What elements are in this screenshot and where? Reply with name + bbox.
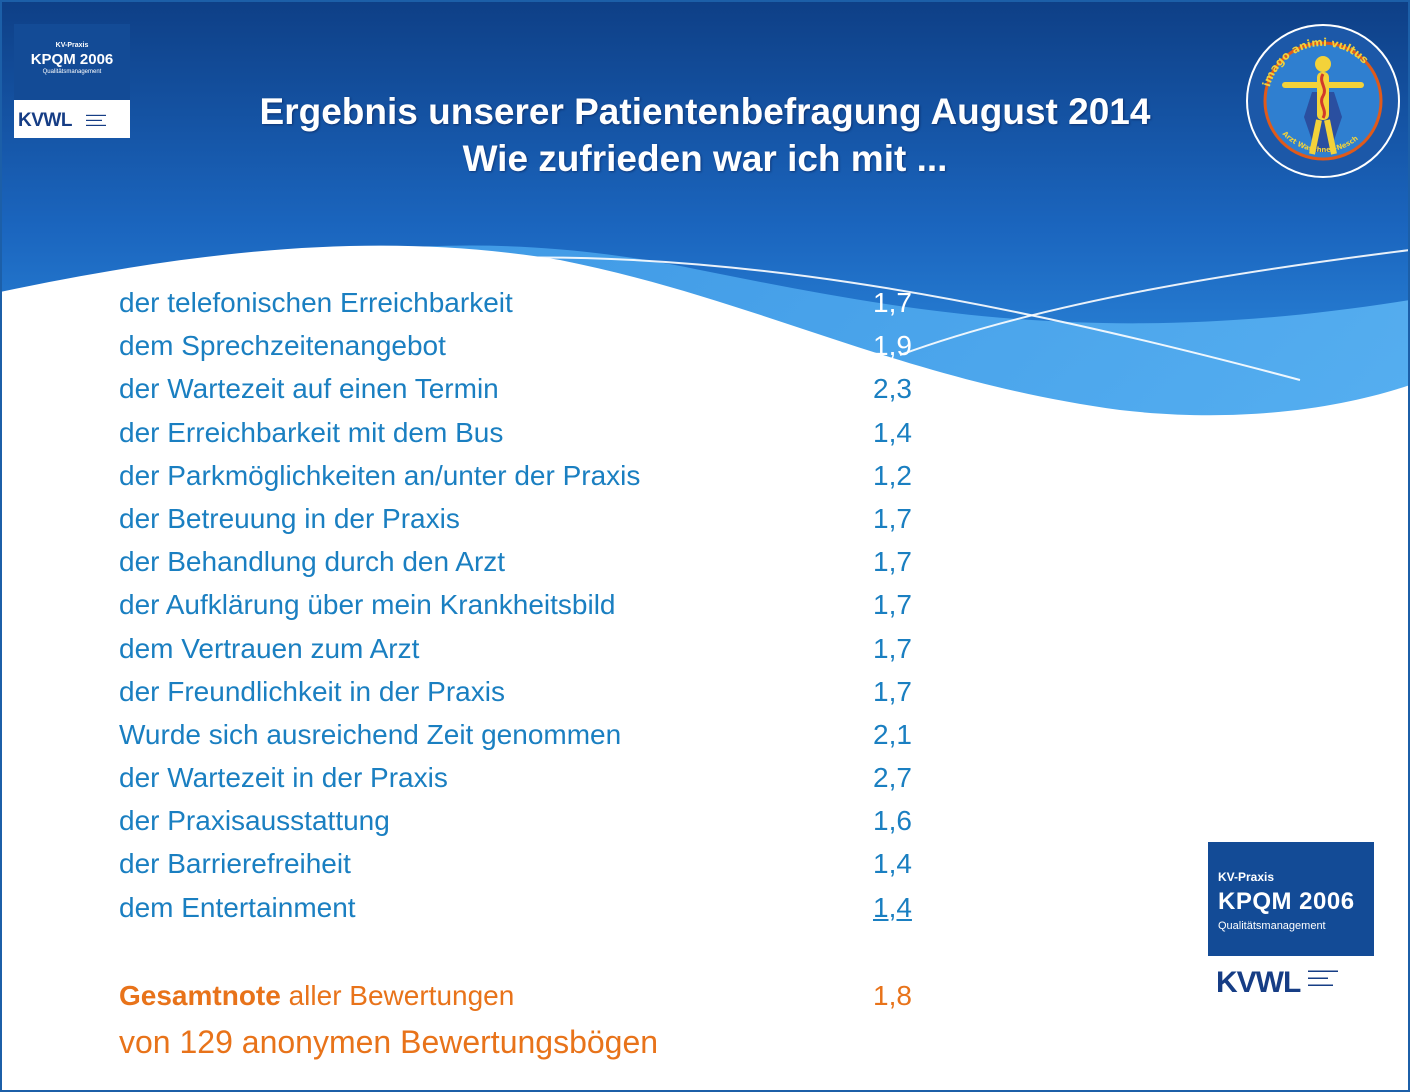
rating-value: 1,4	[873, 416, 912, 448]
rating-row: dem Vertrauen zum Arzt 1,7	[119, 629, 939, 672]
rating-label: der Barrierefreiheit	[119, 848, 351, 880]
total-label: Gesamtnote aller Bewertungen	[119, 980, 514, 1012]
kwvl-subtext: ▬▬▬▬▬ ▬▬▬▬ ▬▬▬▬▬	[86, 112, 106, 127]
rating-value: 1,7	[873, 589, 912, 621]
rating-row: der telefonischen Erreichbarkeit 1,7	[119, 283, 939, 326]
total-value: 1,8	[873, 980, 912, 1011]
kv-praxis-text: KV-Praxis	[1218, 870, 1275, 884]
rating-value: 1,7	[873, 546, 912, 578]
rating-label: der Behandlung durch den Arzt	[119, 546, 506, 578]
ratings-list: der telefonischen Erreichbarkeit 1,7 dem…	[119, 283, 939, 931]
kv-praxis-text: KV-Praxis	[55, 42, 89, 49]
rating-label: dem Sprechzeitenangebot	[119, 330, 446, 362]
rating-value: 2,7	[873, 762, 912, 794]
rating-label: der Parkmöglichkeiten an/unter der Praxi…	[119, 459, 641, 491]
kpqm-text: KPQM 2006	[30, 51, 114, 68]
page-title: Ergebnis unserer Patientenbefragung Augu…	[150, 88, 1260, 182]
total-label-rest: aller Bewertungen	[280, 980, 515, 1011]
rating-value: 1,7	[873, 675, 912, 707]
rating-row: der Aufklärung über mein Krankheitsbild …	[119, 585, 939, 628]
kpqm-logo-small: KV-Praxis KPQM 2006 Qualitätsmanagement …	[14, 24, 130, 138]
rating-row: dem Sprechzeitenangebot 1,9	[119, 326, 939, 369]
total-label-bold: Gesamtnote	[119, 980, 281, 1011]
rating-row: der Wartezeit auf einen Termin 2,3	[119, 369, 939, 412]
rating-label: der Freundlichkeit in der Praxis	[119, 675, 505, 707]
respondents-note: von 129 anonymen Bewertungsbögen	[119, 1024, 659, 1060]
rating-label: der Praxisausstattung	[119, 805, 390, 837]
rating-row: der Freundlichkeit in der Praxis 1,7	[119, 672, 939, 715]
kpqm-logo-large: KV-Praxis KPQM 2006 Qualitätsmanagement …	[1208, 842, 1374, 1006]
rating-value: 1,9	[873, 330, 912, 362]
rating-label: der Aufklärung über mein Krankheitsbild	[119, 589, 616, 621]
rating-value: 1,4	[873, 891, 912, 923]
rating-label: dem Entertainment	[119, 891, 356, 923]
rating-label: der telefonischen Erreichbarkeit	[119, 287, 513, 318]
rating-value: 2,1	[873, 718, 912, 750]
rating-value: 1,6	[873, 805, 912, 837]
rating-value: 1,7	[873, 632, 912, 664]
rating-label: Wurde sich ausreichend Zeit genommen	[119, 718, 622, 750]
rating-label: der Wartezeit auf einen Termin	[119, 373, 499, 405]
kpqm-badge-large: KV-Praxis KPQM 2006 Qualitätsmanagement	[1208, 842, 1374, 956]
rating-row: der Wartezeit in der Praxis 2,7	[119, 758, 939, 801]
rating-row: der Erreichbarkeit mit dem Bus 1,4	[119, 413, 939, 456]
kpqm-text: KPQM 2006	[1218, 888, 1355, 915]
rating-value: 1,7	[873, 502, 912, 534]
rating-row: Wurde sich ausreichend Zeit genommen 2,1	[119, 715, 939, 758]
title-line-2: Wie zufrieden war ich mit ...	[462, 138, 948, 179]
rating-row: der Betreuung in der Praxis 1,7	[119, 499, 939, 542]
kwvl-logo-text: KVWL	[1216, 966, 1301, 999]
kpqm-badge: KV-Praxis KPQM 2006 Qualitätsmanagement	[14, 24, 130, 100]
rating-label: der Erreichbarkeit mit dem Bus	[119, 416, 504, 448]
rating-value: 1,4	[873, 848, 912, 880]
total-row: Gesamtnote aller Bewertungen 1,8	[119, 980, 939, 1020]
practice-seal-logo: imago animi vultus Arzt Waschner-Nesch	[1246, 24, 1400, 178]
rating-row: der Barrierefreiheit 1,4	[119, 844, 939, 887]
title-line-1: Ergebnis unserer Patientenbefragung Augu…	[259, 91, 1151, 132]
rating-value: 1,7	[873, 287, 912, 318]
kwvl-subtext: ▬▬▬▬▬▬ ▬▬▬▬ ▬▬▬▬▬	[1308, 968, 1338, 988]
rating-label: der Betreuung in der Praxis	[119, 502, 460, 534]
rating-label: dem Vertrauen zum Arzt	[119, 632, 420, 664]
rating-value: 1,2	[873, 459, 912, 491]
rating-row: der Parkmöglichkeiten an/unter der Praxi…	[119, 456, 939, 499]
rating-row: dem Entertainment 1,4	[119, 888, 939, 931]
rating-row: der Praxisausstattung 1,6	[119, 801, 939, 844]
rating-row: der Behandlung durch den Arzt 1,7	[119, 542, 939, 585]
rating-label: der Wartezeit in der Praxis	[119, 762, 448, 794]
qm-text: Qualitätsmanagement	[1218, 920, 1326, 932]
qm-text: Qualitätsmanagement	[42, 69, 102, 75]
rating-value: 2,3	[873, 373, 912, 405]
kwvl-logo-text: KVWL	[18, 110, 72, 131]
